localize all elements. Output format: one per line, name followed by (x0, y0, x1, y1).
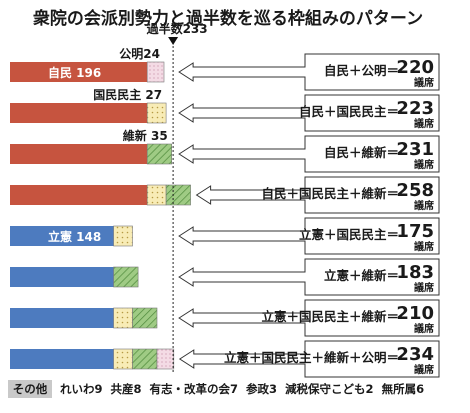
combo-total: 175 (396, 221, 434, 242)
bar-segment-rikken (10, 226, 114, 246)
combo-unit: 議席 (414, 117, 434, 130)
combo-total: 234 (396, 344, 434, 365)
bar-segment-ishin (132, 348, 158, 370)
combo-unit: 議席 (414, 240, 434, 253)
others-item: 無所属6 (382, 382, 425, 396)
combo-arrow (195, 176, 440, 214)
combo-label: 自民＋国民民主＋維新＝ (261, 186, 399, 201)
party-callout: 公明24 (119, 47, 160, 61)
others-item: 共産8 (111, 382, 142, 396)
combo-arrow (178, 94, 440, 132)
bar-segment-ishin (113, 266, 139, 288)
combo-unit: 議席 (414, 281, 434, 294)
bar-segment-jimin (10, 62, 148, 82)
bar-segment-rikken (10, 308, 114, 328)
bar-segment-komei (146, 61, 165, 83)
combo-label: 立憲＋維新＝ (324, 268, 399, 283)
combo-total: 258 (396, 180, 434, 201)
bar-segment-jimin (10, 144, 148, 164)
chart-title: 衆院の会派別勢力と過半数を巡る枠組みのパターン (33, 8, 423, 29)
combo-total: 231 (396, 139, 434, 160)
others-item: れいわ9 (60, 382, 103, 396)
bar-segment-jimin (10, 103, 148, 123)
party-callout: 国民民主 27 (93, 87, 162, 102)
bar-segment-rikken (10, 349, 114, 369)
bar-segment-komei (156, 348, 175, 370)
combo-arrow (178, 53, 440, 91)
combo-total: 223 (396, 98, 434, 119)
combo-label: 立憲＋国民民主＋維新＋公明＝ (224, 350, 399, 365)
bar-segment-label: 自民 196 (48, 65, 101, 80)
combo-unit: 議席 (414, 76, 434, 89)
others-heading: その他 (13, 382, 48, 396)
bar-segment-label: 立憲 148 (48, 229, 101, 244)
others-item: 参政3 (245, 382, 277, 396)
combo-arrow (178, 258, 440, 296)
bar-segment-kokumin (113, 307, 133, 329)
bar-segment-kokumin (113, 225, 133, 247)
others-item: 有志・改革の会7 (150, 382, 239, 396)
combo-unit: 議席 (414, 322, 434, 335)
bar-segment-ishin (146, 143, 172, 165)
combo-label: 自民＋維新＝ (324, 145, 399, 160)
bar-segment-kokumin (146, 184, 167, 206)
combo-label: 立憲＋国民民主＋維新＝ (261, 309, 399, 324)
combo-label: 立憲＋国民民主＝ (299, 227, 399, 242)
others-item: 減税保守こども2 (285, 382, 374, 396)
combo-arrow (178, 135, 440, 173)
combo-unit: 議席 (414, 158, 434, 171)
combo-arrow (178, 340, 440, 378)
combo-total: 220 (396, 57, 434, 78)
combo-total: 210 (396, 303, 434, 324)
combo-unit: 議席 (414, 363, 434, 376)
combo-arrow (178, 299, 440, 337)
combo-arrow (178, 217, 440, 255)
bar-segment-kokumin (113, 348, 133, 370)
majority-label: 過半数233 (146, 21, 208, 36)
bar-segment-ishin (165, 184, 191, 206)
majority-marker (168, 37, 179, 45)
party-callout: 維新 35 (123, 128, 168, 143)
bar-segment-jimin (10, 185, 148, 205)
bar-segment-rikken (10, 267, 114, 287)
combo-label: 自民＋国民民主＝ (299, 104, 399, 119)
bar-segment-ishin (132, 307, 158, 329)
bar-segment-kokumin (146, 102, 167, 124)
combo-total: 183 (396, 262, 434, 283)
others-heading-bg (8, 380, 52, 398)
combo-label: 自民＋公明＝ (324, 63, 399, 78)
combo-unit: 議席 (414, 199, 434, 212)
others-legend: その他 れいわ9 共産8 有志・改革の会7 参政3 減税保守こども2 無所属6 (8, 380, 424, 398)
